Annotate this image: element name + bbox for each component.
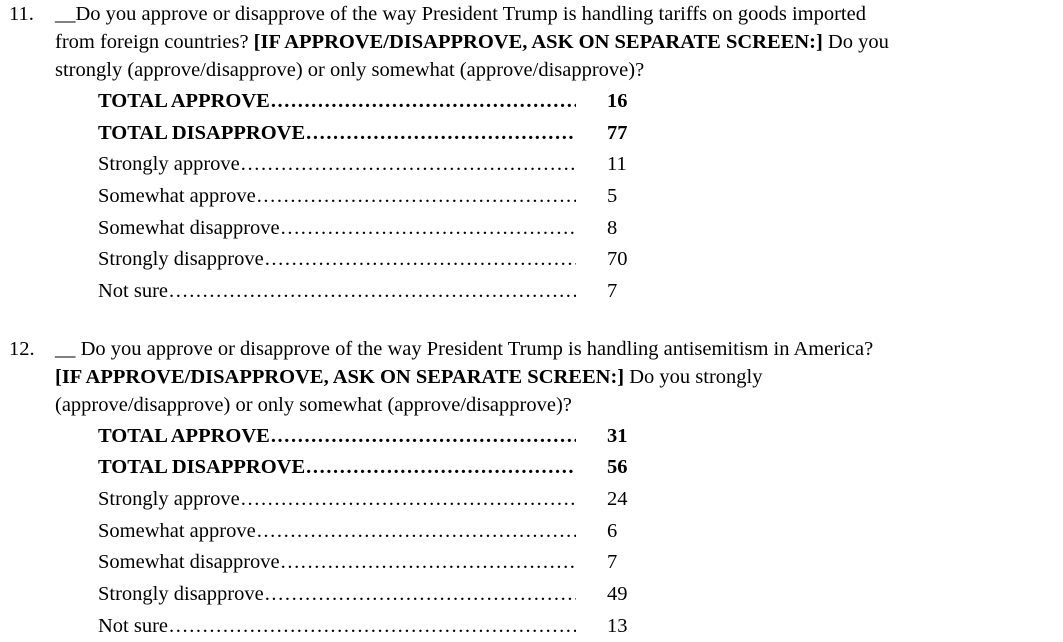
response-label: Strongly approve [98,487,240,510]
response-label-group: TOTAL DISAPPROVE [98,452,576,484]
response-label-group: Somewhat disapprove [98,213,576,245]
response-label: TOTAL DISAPPROVE [98,121,306,144]
response-label: Strongly disapprove [98,248,264,271]
response-row: Somewhat disapprove 8 [98,213,1063,245]
survey-question: 11. __Do you approve or disapprove of th… [0,0,1063,308]
response-label: TOTAL APPROVE [98,90,270,112]
dot-leader [169,276,576,308]
response-row: Strongly approve 24 [98,484,1063,516]
response-label-group: Somewhat approve [98,181,576,213]
response-value: 56 [607,456,628,479]
response-row: TOTAL DISAPPROVE 56 [98,452,1063,484]
response-value: 16 [607,90,628,112]
response-label: Somewhat approve [98,184,256,207]
response-label: TOTAL DISAPPROVE [98,456,306,479]
question-text-segment: strongly (approve/disapprove) or only so… [55,59,645,81]
response-label-group: TOTAL DISAPPROVE [98,118,576,150]
response-label-group: Strongly disapprove [98,579,576,611]
response-row: Strongly approve 11 [98,149,1063,181]
dot-leader [257,181,576,213]
dot-leader [265,579,576,611]
response-row: Somewhat approve 5 [98,181,1063,213]
response-value: 11 [607,153,627,176]
question-text-bold-segment: [IF APPROVE/DISAPPROVE, ASK ON SEPARATE … [55,365,625,388]
dot-leader [241,149,576,181]
question-text-segment: Do you [822,31,889,53]
response-label: Somewhat disapprove [98,216,280,239]
question-text-segment: __ Do you approve or disapprove of the w… [55,337,874,360]
response-label-group: Not sure [98,276,576,308]
response-value: 49 [607,582,628,605]
question-text-line: (approve/disapprove) or only somewhat (a… [55,391,1063,419]
dot-leader [281,213,576,245]
question-text-line: from foreign countries? [IF APPROVE/DISA… [55,28,1063,56]
response-value: 31 [607,424,628,447]
dot-leader [306,118,576,150]
response-row: Not sure 13 [98,611,1063,642]
dot-leader [257,516,576,548]
response-label-group: Not sure [98,611,576,642]
response-table: TOTAL APPROVE 31 TOTAL DISAPPROVE 56 Str… [98,421,1063,642]
question-text-bold-segment: [IF APPROVE/DISAPPROVE, ASK ON SEPARATE … [253,31,823,53]
response-label-group: Strongly approve [98,484,576,516]
response-label: TOTAL APPROVE [98,424,270,447]
response-row: Strongly disapprove 70 [98,244,1063,276]
question-text-line: strongly (approve/disapprove) or only so… [55,56,1063,84]
response-label-group: Strongly approve [98,149,576,181]
response-label-group: Somewhat approve [98,516,576,548]
dot-leader [265,244,576,276]
question-text: __ Do you approve or disapprove of the w… [55,335,1063,419]
question-text-segment: from foreign countries? [55,31,254,53]
dot-leader [271,86,576,118]
response-value: 70 [607,248,628,271]
response-value: 7 [607,279,618,302]
response-value: 6 [607,519,618,542]
dot-leader [169,611,576,642]
question-text-segment: __Do you approve or disapprove of the wa… [55,3,866,25]
response-label: Strongly disapprove [98,582,264,605]
question-number: 12. [9,337,35,360]
response-value: 5 [607,184,618,207]
question-head: 12. __ Do you approve or disapprove of t… [0,335,1063,419]
response-label-group: TOTAL APPROVE [98,421,576,453]
response-row: Not sure 7 [98,276,1063,308]
dot-leader [271,421,576,453]
response-value: 13 [607,614,628,637]
response-row: Somewhat disapprove 7 [98,547,1063,579]
response-row: Strongly disapprove 49 [98,579,1063,611]
survey-question: 12. __ Do you approve or disapprove of t… [0,335,1063,642]
response-value: 24 [607,487,628,510]
response-label-group: Somewhat disapprove [98,547,576,579]
response-row: TOTAL APPROVE 16 [98,86,1063,118]
response-row: TOTAL DISAPPROVE 77 [98,118,1063,150]
response-label: Strongly approve [98,153,240,176]
response-label: Somewhat disapprove [98,551,280,574]
dot-leader [241,484,576,516]
dot-leader [281,547,576,579]
question-text-line: __ Do you approve or disapprove of the w… [55,335,1063,363]
response-value: 7 [607,551,618,574]
response-table: TOTAL APPROVE 16 TOTAL DISAPPROVE 77 Str… [98,86,1063,308]
question-text-line: __Do you approve or disapprove of the wa… [55,0,1063,28]
response-label-group: TOTAL APPROVE [98,86,576,118]
response-value: 77 [607,121,628,144]
response-value: 8 [607,216,618,239]
question-head: 11. __Do you approve or disapprove of th… [0,0,1063,84]
question-text-line: [IF APPROVE/DISAPPROVE, ASK ON SEPARATE … [55,363,1063,391]
response-label: Not sure [98,279,169,302]
question-text-segment: Do you strongly [624,365,763,388]
response-label: Not sure [98,614,169,637]
question-text: __Do you approve or disapprove of the wa… [55,0,1063,84]
response-label: Somewhat approve [98,519,256,542]
response-label-group: Strongly disapprove [98,244,576,276]
question-text-segment: (approve/disapprove) or only somewhat (a… [55,393,572,416]
response-row: TOTAL APPROVE 31 [98,421,1063,453]
response-row: Somewhat approve 6 [98,516,1063,548]
question-number: 11. [9,3,34,25]
dot-leader [306,452,576,484]
